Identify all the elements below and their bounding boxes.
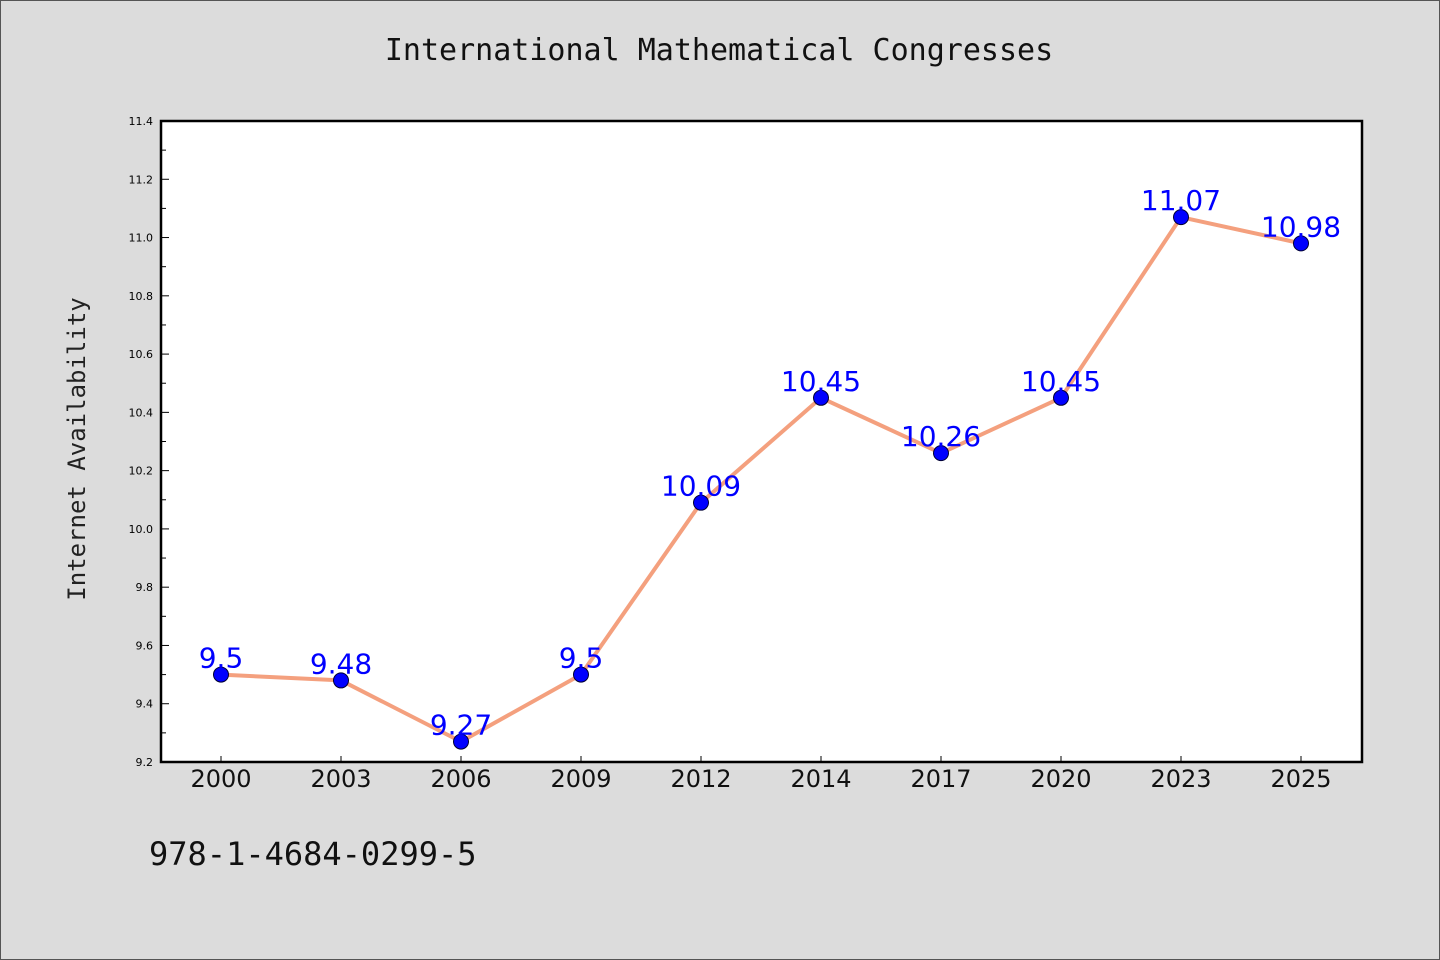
- data-point: [573, 666, 589, 683]
- chart-title: International Mathematical Congresses: [384, 33, 1054, 68]
- y-tick-label: 9.8: [136, 581, 154, 594]
- y-tick-label: 10.2: [129, 465, 154, 478]
- data-label: 9.27: [430, 709, 492, 742]
- series-line: [220, 215, 1302, 744]
- data-label: 10.98: [1261, 210, 1341, 243]
- x-tick-label: 2017: [910, 765, 971, 793]
- series-markers: [213, 209, 1309, 750]
- data-label: 9.48: [310, 647, 372, 680]
- plot-area: [159, 119, 1364, 764]
- x-tick-label: 2006: [430, 765, 491, 793]
- data-label: 10.09: [661, 470, 741, 503]
- data-point: [933, 445, 949, 462]
- y-tick-label: 11.0: [129, 232, 154, 245]
- data-label: 9.5: [559, 642, 604, 675]
- data-point: [1173, 209, 1189, 226]
- y-tick-label: 11.4: [129, 115, 154, 128]
- data-label: 9.5: [199, 642, 244, 675]
- data-point: [813, 389, 829, 406]
- data-label: 11.07: [1141, 184, 1221, 217]
- y-tick-label: 9.6: [136, 639, 154, 652]
- y-tick-label: 10.8: [129, 290, 154, 303]
- data-point: [1293, 235, 1309, 252]
- y-tick-label: 9.2: [136, 756, 154, 769]
- y-tick-label: 10.4: [129, 406, 154, 419]
- x-tick-label: 2009: [550, 765, 611, 793]
- x-tick-label: 2000: [190, 765, 251, 793]
- data-point: [693, 494, 709, 511]
- data-point: [453, 733, 469, 750]
- y-tick-label: 10.6: [129, 348, 154, 361]
- data-labels: 9.5 9.48 9.27 9.5 10.09 10.45 10.26 10.45 11.07 1…: [199, 184, 1341, 741]
- x-tick-label: 2003: [310, 765, 371, 793]
- y-tick-label: 11.2: [129, 173, 154, 186]
- x-tick-label: 2014: [790, 765, 851, 793]
- data-label: 10.26: [901, 420, 981, 453]
- x-axis: 2000 2003 2006 2009 2012 2014 2017 2020 2023 2025: [190, 756, 1332, 793]
- x-tick-label: 2025: [1270, 765, 1331, 793]
- data-point: [333, 672, 349, 689]
- data-label: 10.45: [781, 365, 861, 398]
- y-axis: 9.2 9.4 9.6 9.8 10.0 10.2 10.4 10.6 10.8 11.0 11.2…: [129, 115, 169, 769]
- data-label: 10.45: [1021, 365, 1101, 398]
- footer-code: 978-1-4684-0299-5: [149, 835, 477, 873]
- data-point: [1053, 389, 1069, 406]
- y-tick-label: 9.4: [136, 698, 154, 711]
- y-tick-label: 10.0: [129, 523, 154, 536]
- x-tick-label: 2012: [670, 765, 731, 793]
- x-tick-label: 2023: [1150, 765, 1211, 793]
- data-point: [213, 666, 229, 683]
- x-tick-label: 2020: [1030, 765, 1091, 793]
